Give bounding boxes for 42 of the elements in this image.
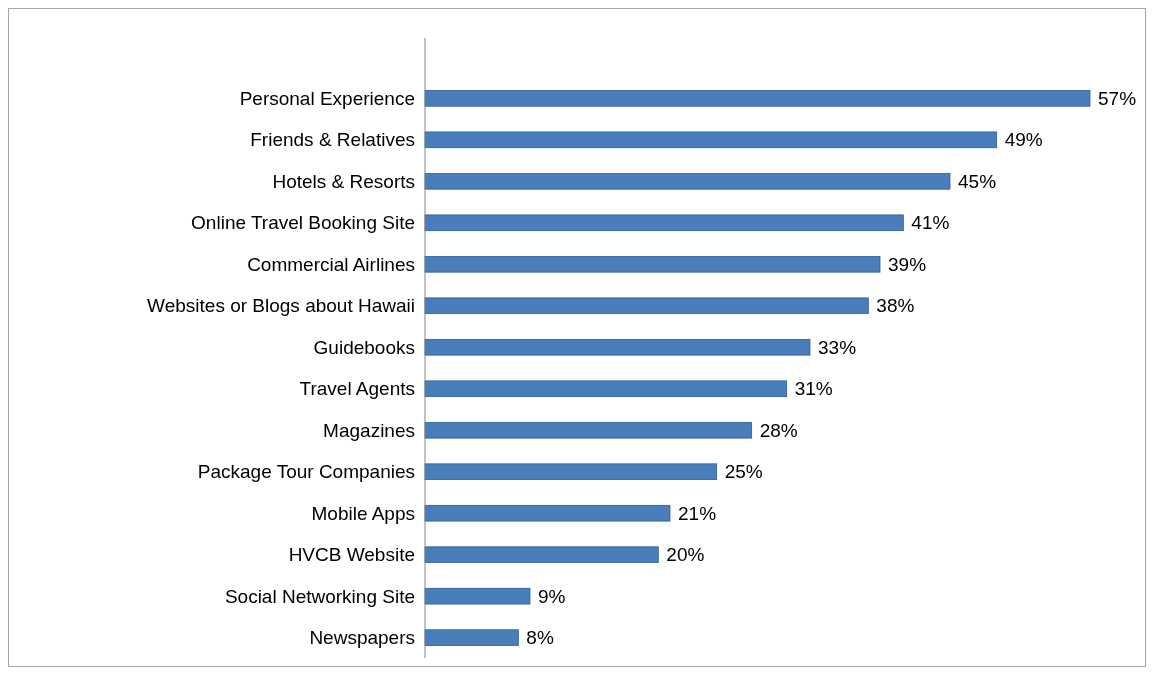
y-tick-label: Magazines: [323, 419, 415, 441]
data-label: 33%: [818, 336, 857, 358]
data-label: 39%: [888, 253, 927, 275]
data-label: 8%: [526, 627, 554, 649]
data-label: 20%: [666, 544, 705, 566]
data-label: 31%: [794, 378, 833, 400]
data-label: 57%: [1098, 87, 1137, 109]
y-tick-label: Newspapers: [309, 627, 415, 649]
bar: [424, 338, 811, 356]
bar: [424, 380, 788, 398]
data-label: 49%: [1004, 129, 1043, 151]
y-tick-label: Commercial Airlines: [247, 253, 415, 275]
y-tick-label: Social Networking Site: [224, 585, 415, 607]
bar: [424, 214, 904, 232]
bar: [424, 297, 869, 315]
bar: [424, 504, 671, 522]
bar: [424, 546, 659, 563]
bar: [424, 629, 519, 646]
y-tick-label: Mobile Apps: [311, 502, 415, 524]
bar: [424, 421, 753, 439]
bar: [424, 463, 718, 480]
bar: [424, 90, 1091, 107]
y-tick-label: Personal Experience: [239, 87, 415, 109]
data-label: 41%: [911, 212, 950, 234]
y-tick-label: Guidebooks: [313, 336, 415, 358]
data-label: 38%: [876, 295, 915, 317]
y-tick-label: Online Travel Booking Site: [191, 212, 415, 234]
bar: [424, 587, 531, 605]
data-label: 9%: [538, 585, 566, 607]
y-tick-label: Friends & Relatives: [250, 129, 415, 151]
y-tick-label: Hotels & Resorts: [272, 170, 415, 192]
y-tick-label: HVCB Website: [288, 544, 415, 566]
y-tick-label: Travel Agents: [299, 378, 415, 400]
y-tick-label: Websites or Blogs about Hawaii: [147, 295, 415, 317]
bar: [424, 255, 881, 273]
data-label: 25%: [724, 461, 763, 483]
bar: [424, 173, 951, 190]
y-tick-label: Package Tour Companies: [197, 461, 415, 483]
data-label: 21%: [678, 502, 717, 524]
data-label: 45%: [958, 170, 997, 192]
data-label: 28%: [759, 419, 798, 441]
bar: [424, 131, 998, 149]
